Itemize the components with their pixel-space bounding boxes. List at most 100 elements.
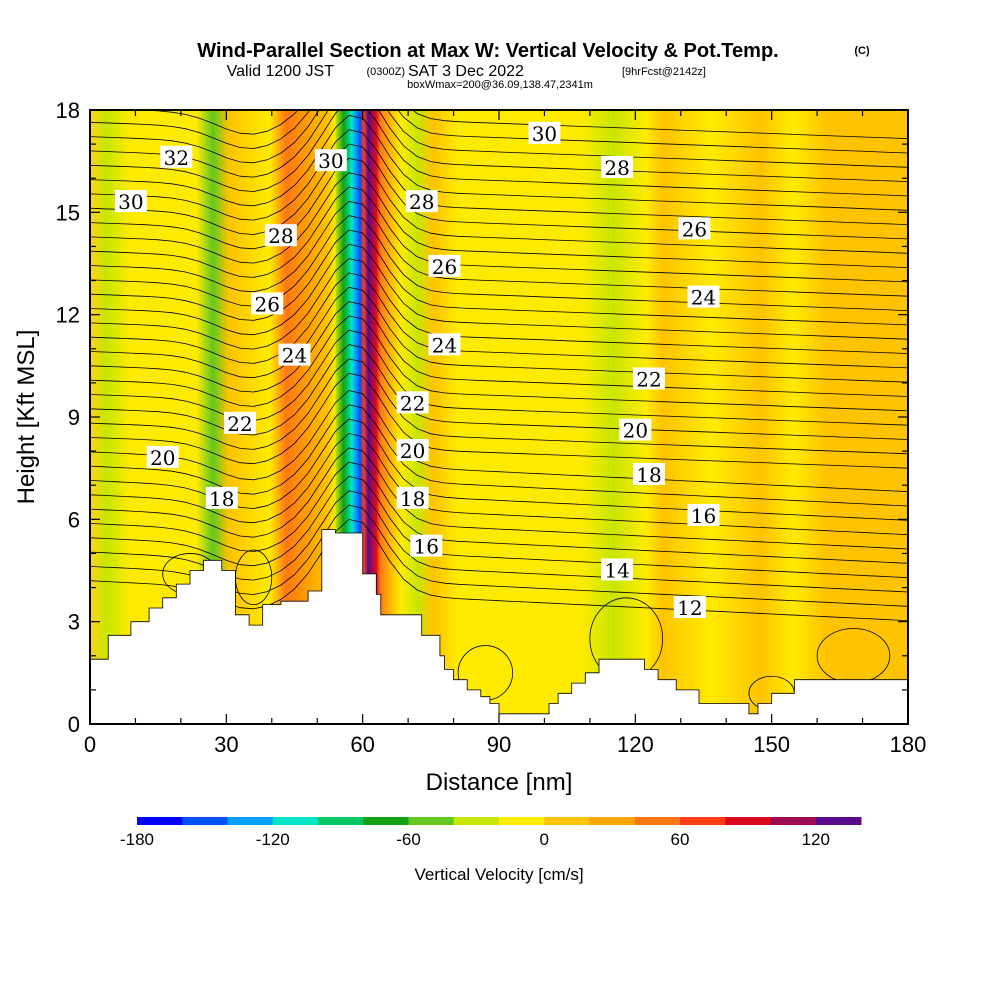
contour-label-bg	[223, 411, 256, 434]
contour-label-text: 30	[318, 149, 343, 173]
contour-label-text: 24	[282, 344, 307, 368]
contour-label-text: 26	[255, 292, 280, 316]
theta-contour-line	[90, 315, 908, 412]
contour-label-bg	[673, 596, 706, 619]
valid-time-date: SAT 3 Dec 2022	[408, 63, 524, 80]
colorbar-swatch	[182, 817, 228, 825]
box-info: boxWmax=200@36.09,138.47,2341m	[407, 79, 593, 91]
contour-label-text: 20	[150, 446, 175, 470]
contour-label-bg	[146, 445, 179, 468]
contour-label: 22	[396, 391, 429, 415]
contour-label-bg	[528, 121, 561, 144]
contour-label-text: 30	[532, 122, 557, 146]
theta-contour-line	[90, 110, 908, 154]
contour-label: 30	[114, 190, 147, 214]
x-tick-label: 0	[84, 732, 96, 757]
contour-label: 20	[146, 445, 179, 470]
contour-label-text: 32	[164, 146, 189, 170]
x-tick-label: 150	[753, 732, 790, 757]
contour-label-bg	[396, 391, 429, 414]
colorbar-swatch	[544, 817, 590, 825]
terrain-mask	[90, 529, 908, 724]
colorbar-swatch	[589, 817, 636, 825]
theta-contour-line	[90, 110, 908, 168]
contour-label-bg	[428, 333, 461, 356]
contour-label: 12	[673, 596, 706, 620]
forecast-info: [9hrFcst@2142z]	[622, 66, 706, 78]
y-tick-label: 15	[56, 200, 80, 225]
colorbar-tick-label: 0	[540, 830, 549, 849]
y-tick-label: 9	[68, 405, 80, 430]
theta-contour-line	[90, 390, 908, 493]
theta-contour-line	[90, 186, 908, 283]
colorbar-swatch	[725, 817, 771, 825]
contour-label-text: 28	[268, 224, 293, 248]
x-tick-label: 120	[617, 732, 654, 757]
theta-contour-line	[90, 229, 908, 326]
theta-contour-line	[90, 461, 908, 564]
x-axis: 0 30 60 90 120 150 180	[84, 110, 926, 757]
contour-label-text: 20	[623, 419, 648, 443]
contour-label-text: 18	[400, 487, 425, 511]
contour-label-bg	[205, 486, 238, 509]
contour-label: 28	[601, 155, 634, 180]
contour-label: 24	[687, 285, 720, 310]
contour-label: 18	[205, 486, 238, 511]
y-tick-label: 12	[56, 303, 80, 328]
contour-label-bg	[278, 343, 311, 366]
contour-label-bg	[687, 503, 720, 526]
colorbar: -180 -120 -60 0 60 120	[120, 817, 862, 849]
contour-label-text: 16	[414, 535, 439, 559]
contour-label-text: 26	[432, 255, 457, 279]
theta-contour-line	[90, 215, 908, 311]
contour-label: 30	[314, 149, 347, 173]
contour-label-bg	[405, 190, 438, 213]
theta-contour-line	[90, 286, 908, 383]
contour-label: 20	[619, 418, 652, 443]
contour-label-text: 22	[636, 367, 661, 391]
contour-label-bg	[601, 558, 634, 581]
theta-contour-line	[90, 172, 908, 268]
y-tick-label: 0	[68, 712, 80, 737]
contour-label-bg	[678, 217, 711, 240]
theta-contour-line	[90, 110, 908, 197]
contour-label-bg	[632, 462, 665, 485]
contour-label: 22	[632, 367, 665, 391]
y-tick-label: 3	[68, 610, 80, 635]
contour-label-text: 18	[209, 487, 234, 511]
contour-label-text: 28	[604, 156, 629, 180]
contour-label-bg	[396, 439, 429, 462]
contour-label: 28	[405, 190, 438, 214]
contour-label-text: 16	[691, 504, 716, 528]
y-tick-label: 18	[56, 98, 80, 123]
contour-label: 24	[428, 333, 461, 357]
contour-label-bg	[264, 224, 297, 247]
contour-label: 28	[264, 224, 297, 248]
contour-label-text: 14	[604, 559, 629, 583]
colorbar-swatch	[318, 817, 364, 825]
colorbar-swatch	[815, 817, 862, 825]
colorbar-swatch	[137, 817, 183, 825]
colorbar-swatch	[634, 817, 681, 825]
contour-label: 14	[601, 558, 634, 583]
plot-area	[90, 110, 908, 724]
contour-label: 20	[396, 439, 429, 463]
colorbar-tick-label: -180	[120, 830, 154, 849]
contour-label-bg	[601, 155, 634, 178]
contour-label: 22	[223, 411, 256, 436]
theta-contour-line	[90, 129, 908, 225]
contour-label-bg	[410, 534, 443, 557]
contour-label-text: 12	[677, 596, 702, 620]
contour-label: 26	[678, 217, 711, 241]
contour-label-text: 24	[691, 286, 716, 310]
colorbar-swatch	[363, 817, 409, 825]
theta-contour-line	[90, 114, 908, 211]
theta-contour-line	[90, 258, 908, 354]
colorbar-tick-label: 60	[671, 830, 690, 849]
colorbar-swatch	[272, 817, 319, 825]
contour-label-bg	[251, 292, 284, 315]
valid-time-prefix: Valid 1200 JST	[227, 63, 335, 80]
contour-label-bg	[314, 149, 347, 172]
contour-label: 16	[687, 503, 720, 528]
